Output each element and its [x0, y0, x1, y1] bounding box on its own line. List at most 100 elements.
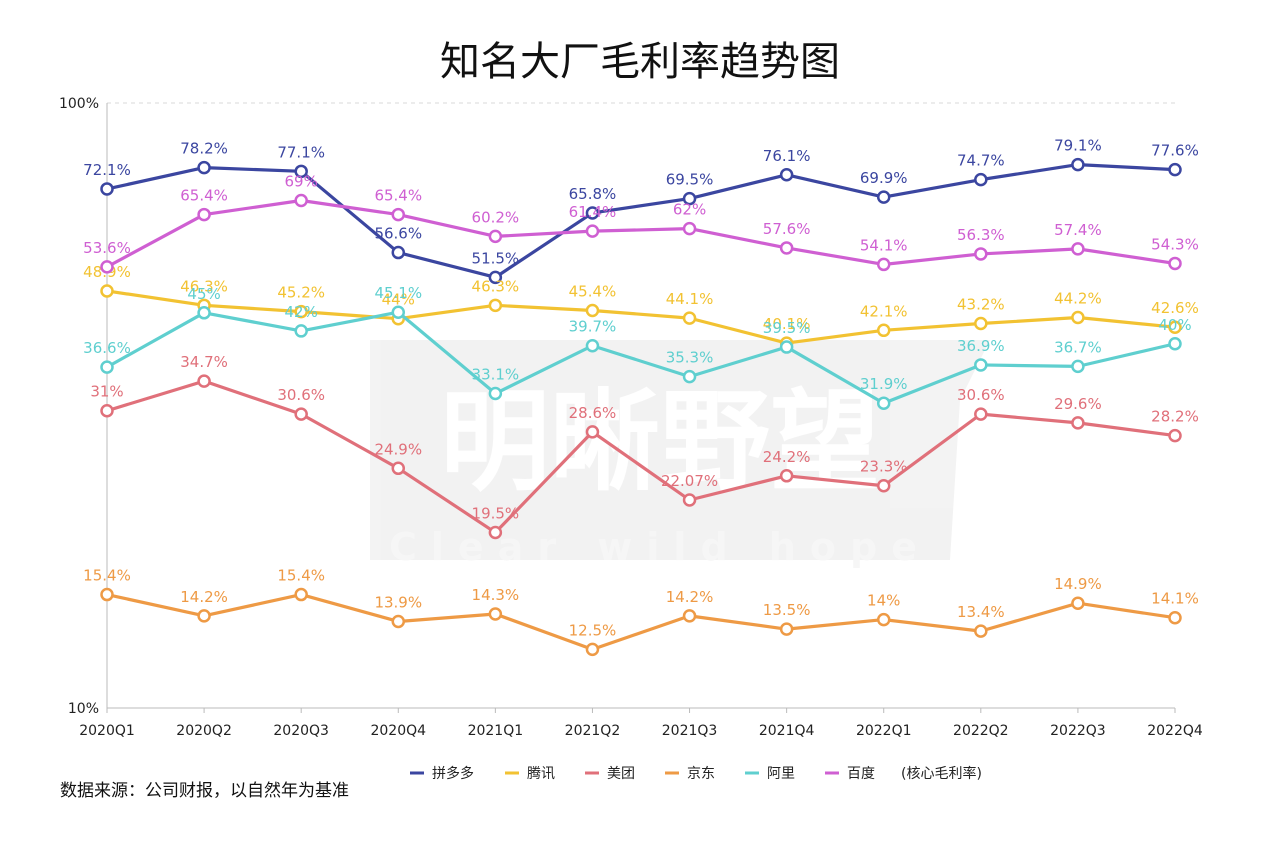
data-point[interactable]: [197, 374, 211, 388]
data-label: 46.3%: [472, 277, 520, 295]
data-point[interactable]: [294, 164, 308, 179]
data-point[interactable]: [876, 612, 891, 627]
data-label: 29.6%: [1054, 395, 1102, 413]
data-point[interactable]: [682, 369, 697, 384]
data-point[interactable]: [682, 221, 697, 236]
data-point[interactable]: [876, 257, 891, 272]
data-point[interactable]: [1168, 610, 1182, 625]
legend-label[interactable]: 拼多多: [432, 765, 474, 782]
data-label: 40.1%: [763, 315, 811, 333]
data-point[interactable]: [779, 168, 794, 182]
data-point[interactable]: [100, 403, 114, 418]
data-point[interactable]: [488, 229, 503, 244]
data-label: 69.9%: [860, 169, 908, 187]
data-point[interactable]: [974, 624, 988, 638]
data-point[interactable]: [488, 270, 503, 285]
data-point[interactable]: [488, 607, 503, 621]
data-point[interactable]: [682, 311, 697, 325]
legend-label[interactable]: 阿里: [767, 766, 795, 782]
data-point[interactable]: [294, 304, 308, 319]
data-point[interactable]: [294, 193, 308, 208]
data-point[interactable]: [876, 323, 891, 338]
data-point[interactable]: [974, 247, 988, 261]
data-point[interactable]: [100, 182, 114, 196]
data-point[interactable]: [100, 260, 114, 274]
data-point[interactable]: [1168, 256, 1182, 271]
data-point[interactable]: [974, 316, 988, 331]
data-point[interactable]: [779, 241, 794, 255]
series-4: 36.6% 45% 42% 45.1% 33.1% 39.7% 35.3% 39.5% 31.9…: [83, 284, 1192, 410]
data-label: 44.2%: [1054, 290, 1102, 308]
data-label: 12.5%: [569, 621, 617, 639]
data-point[interactable]: [585, 425, 600, 439]
data-point[interactable]: [1168, 428, 1182, 443]
data-label: 42.6%: [1151, 299, 1199, 317]
data-point[interactable]: [1168, 337, 1182, 351]
data-point[interactable]: [100, 284, 114, 298]
data-point[interactable]: [876, 396, 891, 410]
data-point[interactable]: [1071, 157, 1085, 172]
data-point[interactable]: [294, 324, 308, 338]
legend-label[interactable]: 京东: [687, 766, 715, 782]
data-point[interactable]: [488, 298, 503, 313]
data-point[interactable]: [974, 358, 988, 372]
legend-label[interactable]: 美团: [607, 766, 635, 782]
data-label: 28.6%: [569, 404, 617, 422]
data-point[interactable]: [974, 407, 988, 421]
series-layer: 72.1% 78.2% 77.1% 56.6% 51.5% 65.8% 69.5% 76.1%…: [83, 137, 1199, 657]
data-point[interactable]: [197, 207, 211, 222]
data-point[interactable]: [1071, 242, 1085, 256]
data-point[interactable]: [682, 493, 697, 507]
data-point[interactable]: [1168, 162, 1182, 177]
data-point[interactable]: [391, 614, 406, 629]
data-point[interactable]: [682, 191, 697, 206]
data-point[interactable]: [585, 338, 600, 353]
data-point[interactable]: [779, 469, 794, 483]
data-label: 40%: [1158, 316, 1191, 334]
axes: 100% 10% 2020Q1 2020Q2 2020Q3 2020Q4 2021Q1 202…: [59, 96, 1203, 739]
data-label: 28.2%: [1151, 408, 1199, 426]
data-point[interactable]: [876, 478, 891, 493]
x-tick-label: 2021Q4: [759, 723, 815, 739]
data-point[interactable]: [779, 340, 794, 354]
data-point[interactable]: [197, 160, 211, 175]
series-1: 48.9%46.3%45.2%44%46.3%45.4%44.1%40.1%42…: [83, 263, 1199, 350]
data-point[interactable]: [197, 306, 211, 320]
data-point[interactable]: [1071, 416, 1085, 430]
data-point[interactable]: [100, 360, 114, 374]
data-label: 54.1%: [860, 236, 908, 254]
data-point[interactable]: [294, 407, 308, 421]
data-point[interactable]: [876, 190, 891, 204]
legend-label[interactable]: 百度: [847, 766, 875, 782]
data-label: 65.4%: [180, 187, 228, 205]
data-point[interactable]: [585, 642, 600, 657]
data-point[interactable]: [1071, 596, 1085, 610]
data-point[interactable]: [585, 224, 600, 238]
y-tick-label: 100%: [59, 96, 99, 112]
data-point[interactable]: [974, 172, 988, 187]
x-tick-label: 2020Q3: [273, 723, 329, 739]
data-point[interactable]: [197, 609, 211, 623]
data-point[interactable]: [294, 587, 308, 602]
data-point[interactable]: [391, 461, 406, 476]
data-point[interactable]: [1071, 310, 1085, 325]
data-point[interactable]: [585, 206, 600, 220]
data-point[interactable]: [682, 609, 697, 623]
data-point[interactable]: [391, 207, 406, 222]
series-line: [106, 163, 1176, 279]
data-point[interactable]: [391, 305, 406, 319]
legend-label[interactable]: 腾讯: [527, 765, 555, 782]
data-point[interactable]: [100, 587, 114, 602]
data-label: 31%: [90, 383, 123, 401]
data-point[interactable]: [488, 386, 503, 401]
data-label: 45.1%: [374, 284, 422, 302]
data-point[interactable]: [488, 525, 503, 540]
data-label: 36.9%: [957, 337, 1005, 355]
data-point[interactable]: [1168, 320, 1182, 334]
data-point[interactable]: [1071, 359, 1085, 374]
data-point[interactable]: [585, 303, 600, 318]
data-label: 39.7%: [569, 318, 617, 336]
data-label: 43.2%: [957, 296, 1005, 314]
data-point[interactable]: [779, 622, 794, 636]
data-point[interactable]: [391, 245, 406, 260]
